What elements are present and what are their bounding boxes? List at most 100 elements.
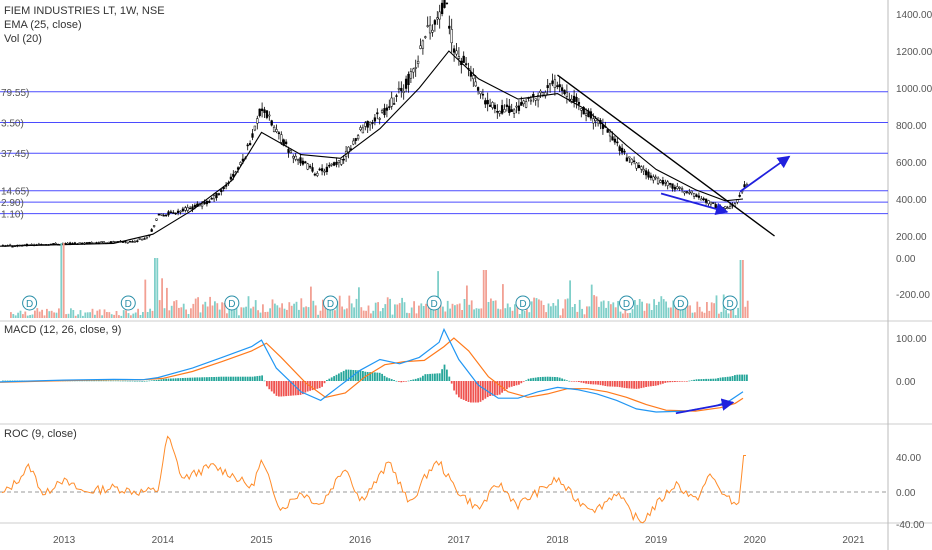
price-tick-label: 1000.00: [896, 84, 932, 95]
volume-bar: [665, 301, 667, 318]
macd-histogram-bar: [395, 380, 398, 382]
volume-bar: [139, 315, 142, 318]
arrow-annotation[interactable]: [660, 192, 729, 215]
candle-body: [476, 87, 480, 91]
candle-body: [203, 202, 206, 205]
macd-histogram-bar: [335, 374, 338, 381]
candle-body: [493, 104, 497, 109]
price-panel[interactable]: [0, 0, 791, 248]
macd-legend[interactable]: MACD (12, 26, close, 9): [4, 324, 121, 336]
candle-body: [692, 192, 696, 197]
macd-histogram-bar: [102, 380, 105, 382]
macd-histogram-bar: [719, 377, 722, 381]
candle-body: [392, 103, 396, 105]
candle-body: [330, 163, 333, 166]
volume-bar: [490, 298, 492, 318]
macd-histogram-bar: [566, 380, 568, 381]
macd-histogram-bar: [256, 376, 259, 381]
roc-line[interactable]: [1, 435, 746, 524]
volume-bar: [202, 304, 204, 318]
candle-body: [131, 241, 134, 243]
dividend-marker[interactable]: [224, 295, 240, 311]
volume-bar: [566, 298, 569, 318]
symbol-title[interactable]: FIEM INDUSTRIES LT, 1W, NSE: [4, 5, 165, 17]
macd-histogram-bar: [491, 381, 494, 396]
macd-panel[interactable]: [0, 327, 748, 415]
candle-body: [678, 187, 681, 189]
macd-histogram-bar: [124, 380, 127, 382]
volume-bar: [557, 299, 559, 318]
candle-body: [385, 107, 389, 111]
dividend-marker[interactable]: [323, 295, 339, 311]
macd-histogram-bar: [746, 374, 748, 381]
macd-histogram-bar: [129, 380, 131, 382]
dividend-marker[interactable]: [619, 295, 635, 311]
candle-body: [352, 140, 355, 145]
volume-bar: [485, 270, 487, 318]
volume-bar: [643, 310, 646, 318]
macd-histogram-bar: [407, 380, 410, 382]
dividend-label: D: [519, 299, 526, 310]
volume-bar: [178, 307, 180, 318]
volume-legend[interactable]: Vol (20): [4, 33, 42, 45]
macd-line[interactable]: [0, 327, 744, 413]
volume-bar: [348, 295, 351, 318]
volume-bar: [312, 300, 315, 318]
dividend-marker[interactable]: [515, 295, 531, 311]
volume-bar: [696, 301, 699, 318]
candle-body: [85, 242, 89, 244]
macd-histogram-bar: [297, 381, 299, 396]
volume-bar: [281, 303, 283, 318]
volume-bar: [622, 313, 624, 318]
volume-bar: [629, 312, 631, 318]
candle-body: [246, 144, 249, 147]
candle-body: [280, 134, 283, 143]
volume-bar: [209, 296, 211, 318]
volume-bar: [574, 304, 576, 318]
macd-histogram-bar: [736, 374, 739, 381]
macd-histogram-bar: [314, 381, 316, 390]
volume-bar: [331, 304, 334, 318]
macd-arrow-annotation[interactable]: [675, 398, 735, 415]
trendline[interactable]: [557, 74, 775, 237]
candle-body: [270, 120, 273, 126]
volume-bar: [247, 296, 250, 318]
macd-histogram-bar: [614, 381, 616, 387]
arrow-annotation[interactable]: [739, 155, 791, 193]
candle-body: [292, 156, 295, 159]
dividend-marker[interactable]: [673, 295, 689, 311]
roc-panel[interactable]: [0, 435, 888, 524]
ema-legend[interactable]: EMA (25, close): [4, 19, 82, 31]
dividend-marker[interactable]: [426, 295, 442, 311]
macd-histogram-bar: [285, 381, 287, 397]
candle-body: [536, 95, 540, 101]
candle-body: [316, 173, 319, 176]
roc-legend[interactable]: ROC (9, close): [4, 428, 77, 440]
candle-body: [704, 198, 708, 203]
volume-bar: [569, 280, 571, 318]
macd-histogram-bar: [222, 376, 225, 381]
ema-line[interactable]: [0, 50, 744, 247]
dividend-label: D: [228, 299, 235, 310]
dividend-marker[interactable]: [22, 295, 38, 311]
macd-signal-line[interactable]: [0, 337, 744, 412]
candle-body: [128, 240, 132, 243]
candle-body: [412, 68, 415, 73]
candle-body: [712, 202, 715, 204]
macd-histogram-bar: [383, 375, 386, 381]
candle-body: [628, 156, 631, 159]
dividend-marker[interactable]: [722, 295, 738, 311]
macd-histogram-bar: [659, 381, 662, 385]
candle-body: [169, 211, 173, 214]
candle-body: [296, 159, 300, 161]
dividend-marker[interactable]: [120, 295, 136, 311]
volume-bar: [564, 299, 567, 318]
macd-histogram-bar: [112, 380, 115, 382]
volume-bar: [353, 307, 355, 318]
macd-histogram-bar: [455, 381, 458, 395]
candle-body: [164, 214, 168, 217]
candle-body: [210, 198, 213, 200]
macd-histogram-bar: [412, 379, 415, 381]
